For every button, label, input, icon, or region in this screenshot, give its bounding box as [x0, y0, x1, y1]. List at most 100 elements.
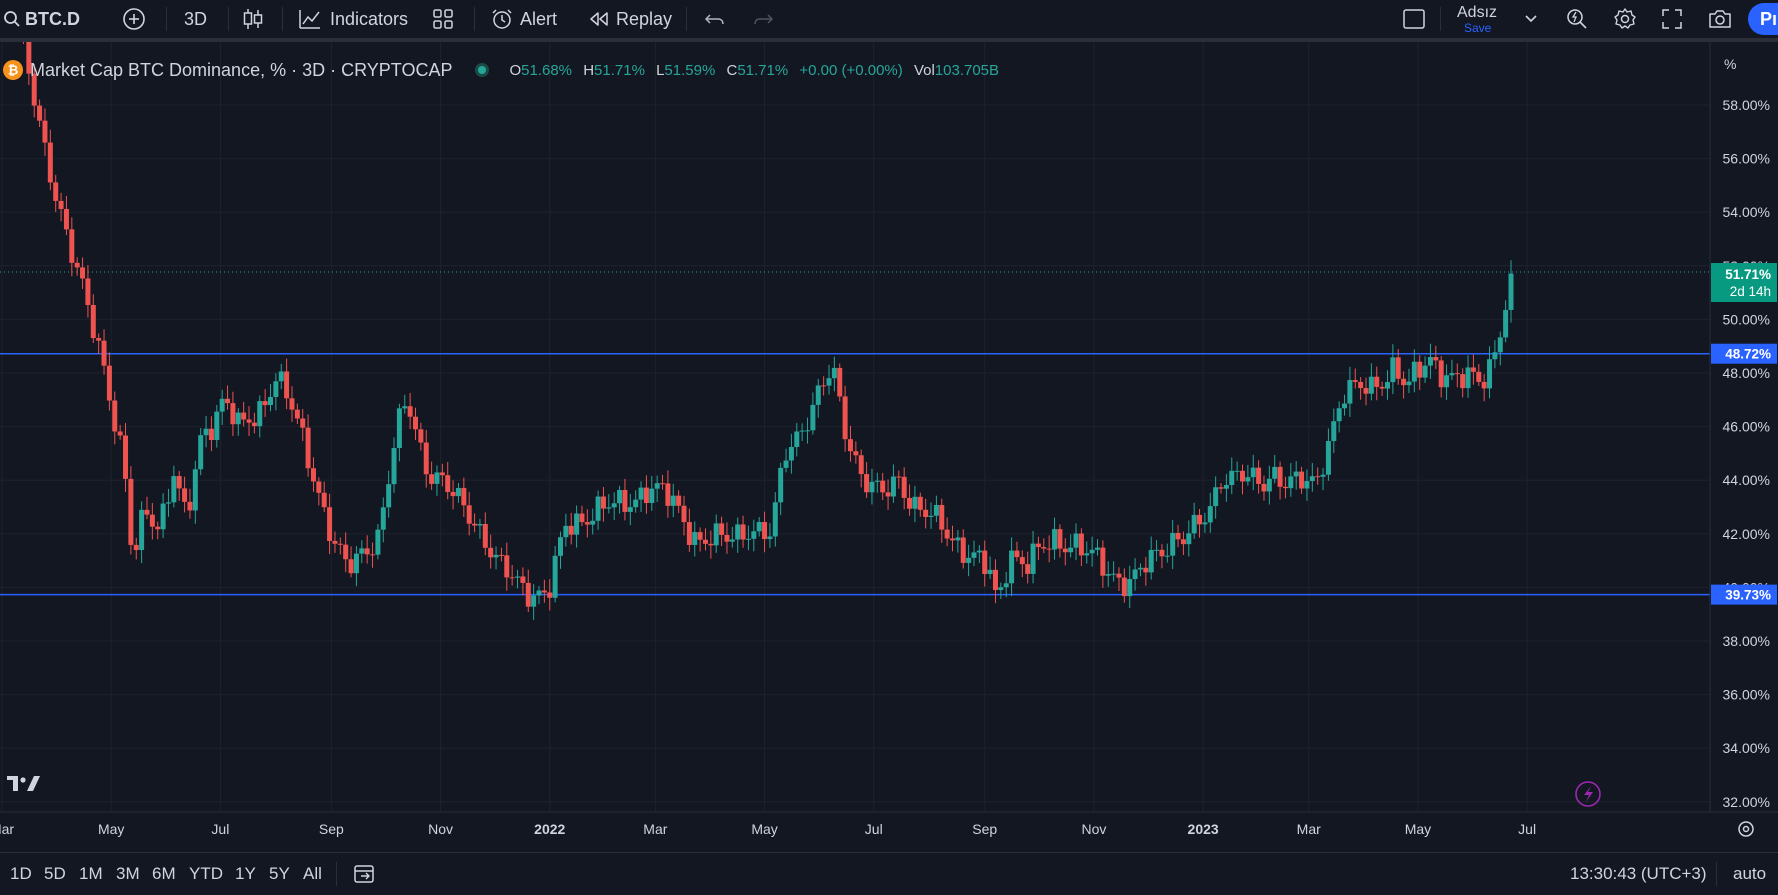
redo-button[interactable]: [752, 0, 774, 38]
candle-body: [80, 267, 86, 279]
auto-scale-toggle[interactable]: auto: [1733, 864, 1767, 883]
candle-body: [702, 539, 708, 544]
market-status-icon[interactable]: [472, 60, 492, 80]
candle-body: [214, 411, 220, 441]
interval-button[interactable]: 3D: [184, 0, 207, 38]
fullscreen-icon: [1662, 9, 1682, 29]
chart-area[interactable]: % 58.00%56.00%54.00%52.00%50.00%48.00%46…: [0, 42, 1778, 852]
candle-body: [1078, 533, 1084, 556]
candle-body: [670, 495, 676, 506]
range-ytd[interactable]: YTD: [189, 864, 223, 883]
replay-label: Replay: [616, 8, 673, 29]
candle-body: [1331, 421, 1337, 442]
candle-body: [831, 367, 837, 379]
time-tick-label: Mar: [0, 821, 14, 837]
candle-body: [203, 428, 209, 436]
candle-body: [1282, 486, 1288, 489]
candle-body: [923, 509, 929, 517]
grid-vertical: [1, 42, 1528, 812]
replay-button[interactable]: Replay: [588, 0, 672, 38]
candle-body: [1170, 532, 1176, 556]
candle-body: [869, 481, 875, 493]
save-label[interactable]: Save: [1464, 21, 1492, 35]
publish-button[interactable]: Pı: [1748, 3, 1778, 35]
candle-body: [627, 507, 633, 512]
indicators-button[interactable]: Indicators: [298, 0, 408, 38]
range-1m[interactable]: 1M: [79, 864, 103, 883]
candle-body: [74, 262, 80, 268]
templates-button[interactable]: [432, 0, 454, 38]
candle-body: [1427, 356, 1433, 366]
candle-body: [251, 422, 257, 427]
volume-value: 103.705B: [934, 61, 1000, 79]
price-tick-label: 46.00%: [1723, 419, 1770, 435]
series-legend[interactable]: ₿ Market Cap BTC Dominance, % · 3D · CRY…: [2, 57, 999, 83]
range-5d[interactable]: 5D: [44, 864, 66, 883]
candle-body: [31, 73, 37, 106]
candle-body: [493, 554, 499, 558]
compare-add-button[interactable]: [122, 0, 146, 38]
candle-body: [992, 569, 998, 591]
indicators-icon: [299, 10, 320, 29]
candle-body: [864, 474, 870, 493]
candle-body: [1433, 356, 1439, 361]
candle-body: [735, 524, 741, 540]
time-axis-ticks: Mar May Jul Sep Nov 2022 Mar May Jul Sep Nov 2023 Ma…: [0, 821, 1536, 837]
candle-body: [391, 448, 397, 485]
layout-name[interactable]: Adsız: [1457, 4, 1498, 21]
range-1y[interactable]: 1Y: [235, 864, 256, 883]
candle-body: [708, 543, 714, 546]
indicators-label: Indicators: [330, 8, 409, 29]
lightning-icon[interactable]: [1575, 781, 1601, 807]
candle-body: [149, 514, 155, 527]
fullscreen-button[interactable]: [1661, 0, 1683, 38]
candle-body: [294, 409, 300, 419]
candle-body: [740, 524, 746, 540]
candle-body: [1401, 378, 1407, 386]
grid-icon: [433, 9, 453, 29]
toolbar-divider: [282, 7, 283, 31]
range-1d[interactable]: 1D: [10, 864, 32, 883]
candle-body: [128, 478, 134, 545]
range-5y[interactable]: 5Y: [269, 864, 290, 883]
candle-body: [686, 522, 692, 545]
candle-body: [429, 474, 435, 484]
symbol-search[interactable]: BTC.D: [3, 0, 80, 38]
axis-settings-icon[interactable]: [1738, 821, 1754, 837]
undo-button[interactable]: [704, 0, 726, 38]
candle-body: [950, 538, 956, 541]
range-6m[interactable]: 6M: [152, 864, 176, 883]
time-tick-label: Sep: [972, 821, 997, 837]
layout-square-button[interactable]: [1402, 0, 1426, 38]
chart-type-button[interactable]: [242, 0, 264, 38]
candle-body: [37, 105, 43, 121]
snapshot-button[interactable]: [1707, 0, 1733, 38]
clock-timezone[interactable]: 13:30:43 (UTC+3): [1570, 864, 1707, 883]
settings-button[interactable]: [1613, 0, 1637, 38]
horizontal-levels[interactable]: [0, 352, 1710, 596]
range-3m[interactable]: 3M: [116, 864, 140, 883]
candle-body: [525, 582, 531, 607]
candle-body: [262, 401, 268, 406]
volume-key: Vol: [913, 61, 935, 79]
candle-body: [343, 544, 349, 560]
close-value: 51.71%: [737, 61, 789, 79]
candle-body: [676, 495, 682, 506]
candle-body: [1207, 506, 1213, 523]
candle-body: [284, 371, 290, 399]
candle-body: [928, 515, 934, 517]
quick-search-button[interactable]: [1565, 0, 1589, 38]
series-title: Market Cap BTC Dominance, % · 3D · CRYPT…: [30, 59, 453, 80]
ohlc-values: O51.68% H51.71% L51.59% C51.71% +0.00 (+…: [502, 62, 999, 79]
range-all[interactable]: All: [303, 864, 322, 883]
candle-body: [455, 487, 461, 497]
candle-body: [1379, 386, 1385, 389]
candle-body: [1261, 483, 1267, 492]
undo-icon: [704, 14, 724, 25]
layout-menu-chevron[interactable]: [1524, 0, 1538, 38]
candle-body: [63, 208, 69, 230]
goto-date-button[interactable]: [352, 853, 378, 895]
alert-button[interactable]: Alert: [490, 0, 557, 38]
candle-body: [1250, 467, 1256, 478]
candle-body: [353, 553, 359, 574]
